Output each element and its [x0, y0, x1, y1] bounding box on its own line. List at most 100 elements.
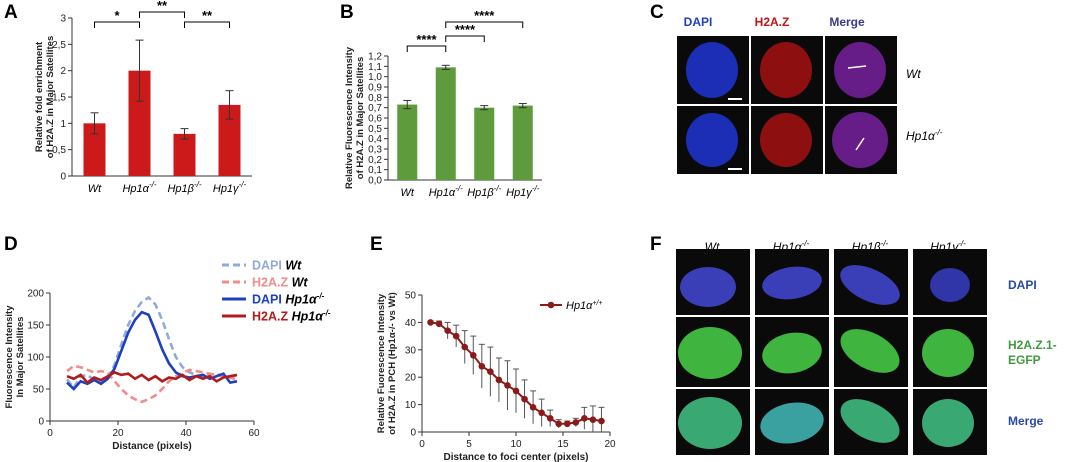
significance-bracket: [94, 21, 140, 28]
nucleus-f-merge-hp1b: [840, 399, 900, 443]
category-label-0: Wt: [401, 187, 415, 199]
row-label-f-merge: Merge: [1008, 414, 1044, 428]
data-point: [487, 368, 494, 376]
y-axis-label-line-2: of H2A.Z in Major Satellites: [45, 36, 56, 158]
series-line-1: [66, 364, 238, 404]
nucleus-h2az-hp1a: [760, 113, 812, 167]
data-point: [598, 417, 605, 425]
x-tick-label: 0: [47, 428, 53, 439]
bar-3: [512, 105, 533, 180]
data-point: [461, 343, 469, 351]
legend-label-e: Hp1α+/+: [566, 300, 603, 312]
y-tick-label: 1: [60, 119, 66, 130]
nucleus-f-gfp-hp1g: [922, 329, 974, 377]
y-tick-label: 0: [410, 428, 416, 439]
data-point: [521, 395, 528, 403]
legend-label-1: H2A.Z Wt: [252, 276, 308, 290]
panel-label-e: E: [370, 234, 383, 255]
y-tick-label: 50: [405, 291, 417, 302]
category-label-1: Hp1α-/-: [122, 180, 156, 195]
nucleus-f-gfp-hp1a: [762, 332, 822, 374]
significance-label: *: [114, 8, 120, 23]
y-tick-label: 1,2: [368, 52, 382, 63]
panel-label-b: B: [340, 2, 354, 23]
profile-line-hp1a: [855, 137, 865, 151]
significance-bracket: [445, 21, 524, 28]
nucleus-f-gfp-hp1b: [840, 329, 900, 373]
data-point: [427, 319, 434, 326]
nucleus-f-merge-hp1a: [760, 402, 824, 444]
bar-chart-a: Relative fold enrichment of H2A.Z in Majo…: [34, 0, 252, 195]
y-axis-label-line-1: Relative fold enrichment: [34, 41, 45, 152]
nucleus-f-dapi-hp1a: [762, 266, 822, 300]
y-axis-label-line-2: of H2A.Z in PCH (Hp1α-/- vs Wt): [387, 292, 398, 435]
data-point: [435, 320, 443, 328]
significance-label: ****: [455, 22, 476, 37]
panel-label-f: F: [650, 234, 662, 255]
y-tick-label: 1,5: [52, 93, 66, 104]
category-label-1: Hp1α-/-: [429, 184, 463, 199]
data-point: [512, 387, 520, 395]
panel-label-d: D: [4, 234, 18, 255]
significance-bracket: [184, 21, 230, 28]
x-tick-label: 20: [604, 439, 616, 450]
series-line-2: [66, 310, 238, 391]
y-tick-label: 0,9: [368, 83, 382, 94]
row-label-f-gfp: H2A.Z.1-EGFP: [1008, 338, 1057, 367]
nucleus-h2az-wt: [760, 42, 812, 98]
y-axis-label-line-1: Relative Fluorescence Intensity: [344, 46, 355, 189]
y-axis-label-line-1: Fluorescence Intensity: [4, 305, 15, 409]
y-tick-label: 0,1: [368, 165, 382, 176]
data-point: [452, 332, 460, 340]
legend-marker-e: [547, 301, 555, 309]
y-tick-label: 0,6: [368, 114, 382, 125]
y-axis-label-line-2: of H2A.Z in Major Satellites: [355, 57, 366, 179]
bar-1: [435, 67, 456, 180]
y-tick-label: 0: [38, 417, 44, 428]
data-point: [504, 382, 511, 389]
nucleus-f-gfp-wt: [678, 327, 742, 379]
column-header-dapi: DAPI: [684, 15, 713, 29]
category-label-2: Hp1β-/-: [467, 184, 501, 199]
data-point: [478, 362, 486, 370]
significance-bracket: [445, 35, 485, 42]
data-point: [581, 415, 588, 422]
y-tick-label: 100: [27, 353, 44, 364]
y-tick-label: 50: [33, 385, 45, 396]
y-tick-label: 30: [405, 345, 417, 356]
x-axis-label: Distance (pixels): [112, 441, 191, 452]
data-point: [546, 415, 554, 422]
y-tick-label: 10: [405, 400, 417, 411]
nucleus-f-dapi-wt: [680, 267, 736, 307]
nucleus-merge-wt: [834, 42, 886, 98]
y-tick-label: 0,8: [368, 93, 382, 104]
row-label-wt: Wt: [906, 67, 921, 81]
legend-label-0: DAPI Wt: [252, 259, 302, 273]
y-tick-label: 0: [60, 172, 66, 183]
nucleus-dapi-wt: [686, 42, 738, 98]
legend-label-2: DAPI Hp1α-/-: [252, 292, 325, 307]
y-tick-label: 0,5: [368, 124, 382, 135]
x-tick-label: 10: [510, 439, 522, 450]
significance-label: ****: [474, 8, 495, 23]
microscopy-panel-c: DAPI H2A.Z Merge Wt Hp1α-/-: [677, 15, 943, 174]
bar-0: [83, 123, 106, 176]
nucleus-f-merge-hp1g: [922, 399, 974, 447]
column-header-h2az: H2A.Z: [755, 15, 790, 29]
bar-3: [218, 104, 241, 176]
legend-label-3: H2A.Z Hp1α-/-: [252, 309, 331, 324]
bar-0: [397, 104, 418, 180]
row-label-f-dapi: DAPI: [1008, 278, 1037, 292]
x-tick-label: 5: [466, 439, 472, 450]
bar-2: [173, 133, 196, 176]
data-point: [555, 420, 563, 428]
x-tick-label: 40: [180, 428, 192, 439]
profile-line-wt: [847, 65, 867, 69]
data-point: [563, 420, 571, 428]
nucleus-f-merge-wt: [678, 397, 742, 449]
data-point: [495, 376, 503, 384]
y-tick-label: 150: [27, 321, 44, 332]
x-tick-label: 60: [248, 428, 260, 439]
significance-label: **: [157, 0, 168, 13]
y-tick-label: 0,5: [52, 145, 66, 156]
